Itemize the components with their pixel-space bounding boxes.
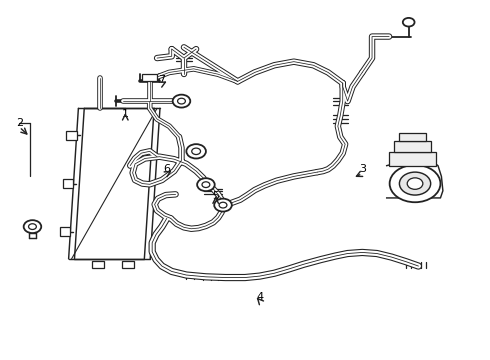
- Text: 7: 7: [158, 75, 166, 85]
- Circle shape: [197, 178, 215, 191]
- Text: 1: 1: [122, 109, 129, 119]
- Circle shape: [24, 220, 41, 233]
- Text: 2: 2: [16, 118, 23, 128]
- Circle shape: [390, 165, 441, 202]
- Bar: [389, 152, 436, 166]
- Bar: [399, 134, 426, 141]
- Circle shape: [407, 178, 423, 189]
- Text: 3: 3: [359, 164, 366, 174]
- Circle shape: [28, 224, 36, 229]
- Bar: [63, 179, 74, 188]
- Circle shape: [186, 144, 206, 158]
- Text: 5: 5: [212, 191, 219, 201]
- Bar: [66, 131, 76, 140]
- Bar: [122, 261, 134, 268]
- Text: 4: 4: [256, 292, 263, 302]
- Circle shape: [214, 199, 232, 212]
- Text: 6: 6: [163, 164, 171, 174]
- Bar: [394, 141, 431, 152]
- Bar: [60, 228, 71, 236]
- Polygon shape: [387, 158, 443, 198]
- Circle shape: [172, 95, 190, 108]
- Bar: [143, 74, 157, 81]
- Circle shape: [399, 172, 431, 195]
- Bar: [92, 261, 104, 268]
- Circle shape: [403, 18, 415, 27]
